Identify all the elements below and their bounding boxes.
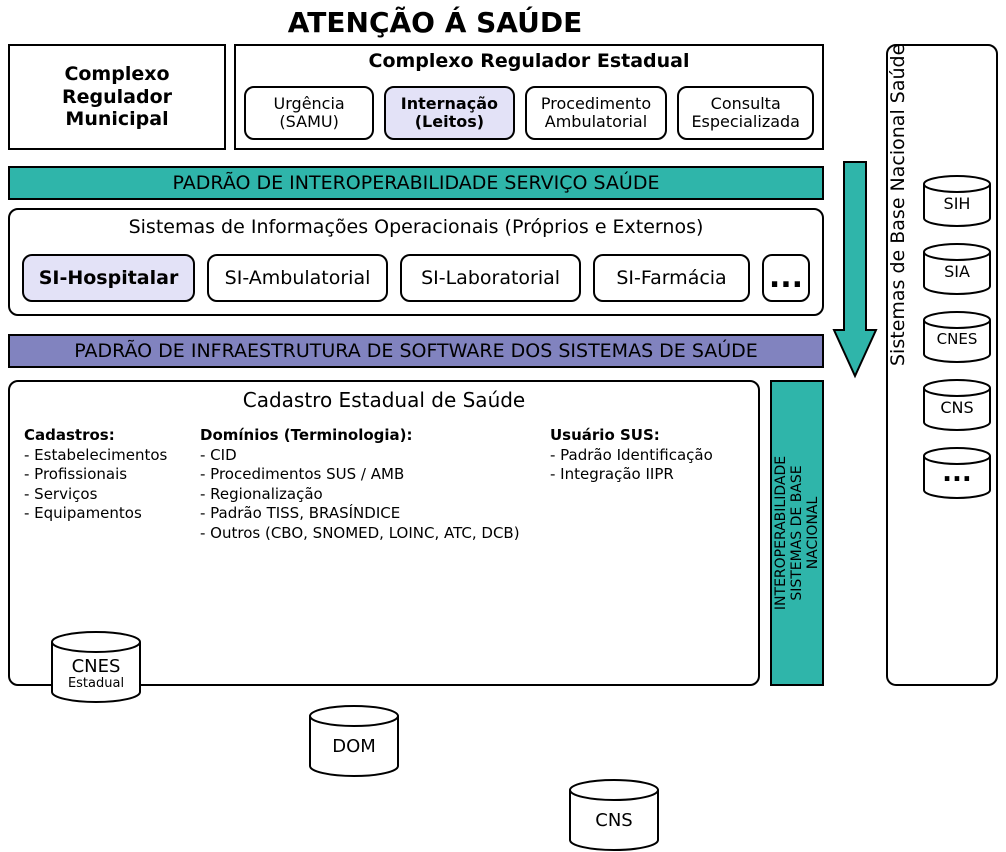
sio-item-4: ... — [762, 254, 810, 302]
arrow-down-icon — [832, 160, 878, 380]
sio-title: Sistemas de Informações Operacionais (Pr… — [10, 210, 822, 238]
cre-item-1: Internação (Leitos) — [384, 86, 514, 140]
cylinder-more: ... — [922, 446, 992, 500]
cadastro-title: Cadastro Estadual de Saúde — [10, 382, 758, 412]
box-complexo-estadual: Complexo Regulador Estadual Urgência (SA… — [234, 44, 824, 150]
cre-item-3: Consulta Especializada — [677, 86, 814, 140]
crm-line1: Complexo — [64, 63, 169, 86]
cylinder-cns-r: CNS — [922, 378, 992, 432]
cylinder-dom: DOM — [308, 704, 400, 778]
cylinder-cns: CNS — [568, 778, 660, 852]
cylinder-cnes: CNES — [922, 310, 992, 364]
page-title: ATENÇÃO Á SAÚDE — [0, 6, 870, 39]
bar-interop-base-nacional: INTEROPERABILIDADE SISTEMAS DE BASE NACI… — [770, 380, 824, 686]
sio-item-1: SI-Ambulatorial — [207, 254, 388, 302]
box-sistemas-operacionais: Sistemas de Informações Operacionais (Pr… — [8, 208, 824, 316]
cadastro-col2: Domínios (Terminologia): - CID - Procedi… — [200, 426, 540, 543]
bar-interop-servico: PADRÃO DE INTEROPERABILIDADE SERVIÇO SAÚ… — [8, 166, 824, 200]
sio-item-2: SI-Laboratorial — [400, 254, 581, 302]
cre-item-2: Procedimento Ambulatorial — [525, 86, 668, 140]
cylinder-sia: SIA — [922, 242, 992, 296]
bar-infra-software: PADRÃO DE INFRAESTRUTURA DE SOFTWARE DOS… — [8, 334, 824, 368]
crm-line2: Regulador — [62, 86, 172, 109]
sio-item-0: SI-Hospitalar — [22, 254, 195, 302]
cylinder-sih: SIH — [922, 174, 992, 228]
cadastro-col3: Usuário SUS: - Padrão Identificação - In… — [550, 426, 750, 485]
cre-title: Complexo Regulador Estadual — [236, 46, 822, 72]
cylinder-cnes-estadual: CNES Estadual — [50, 630, 142, 704]
crm-line3: Municipal — [65, 108, 168, 131]
box-cadastro-estadual: Cadastro Estadual de Saúde Cadastros: - … — [8, 380, 760, 686]
sbn-title: Sistemas de Base Nacional Saúde — [887, 44, 909, 366]
sio-item-3: SI-Farmácia — [593, 254, 750, 302]
box-complexo-municipal: Complexo Regulador Municipal — [8, 44, 226, 150]
box-sistemas-base-nacional: Sistemas de Base Nacional Saúde SIH SIA … — [886, 44, 998, 686]
cadastro-col1: Cadastros: - Estabelecimentos - Profissi… — [24, 426, 192, 524]
cre-item-0: Urgência (SAMU) — [244, 86, 374, 140]
